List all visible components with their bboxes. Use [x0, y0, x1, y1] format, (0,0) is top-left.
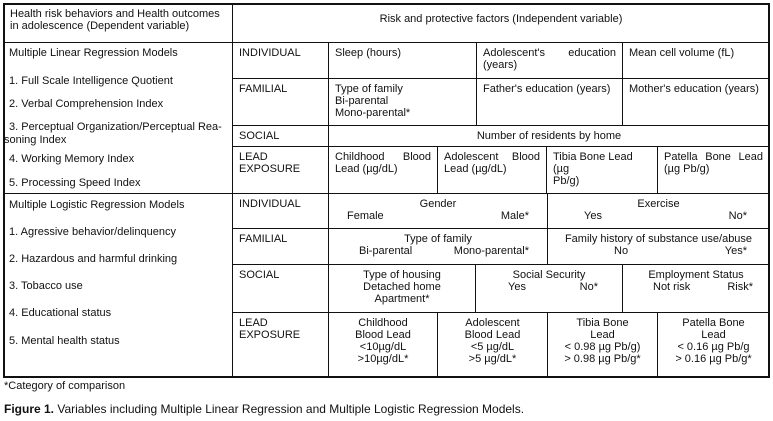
cell-adolescent-blood-lead: Adolescent Blood Lead (µg/dL)	[437, 146, 547, 194]
figure-caption: Figure 1. Variables including Multiple L…	[4, 402, 524, 416]
category-lead-exposure: LEAD EXPOSURE	[232, 146, 329, 194]
cell-childhood-blood-lead: Childhood Blood Lead <10µg/dL >10µg/dL*	[328, 312, 438, 378]
category-social: SOCIAL	[232, 264, 329, 313]
dependent-header: Health risk behaviors and Health outcome…	[3, 3, 233, 43]
cell-adolescent-education: Adolescent's education (years)	[476, 42, 623, 79]
logistic-item: 3. Tobacco use	[9, 280, 83, 292]
cell-tibia-bone-lead: Tibia Bone Lead (µg Pb/g)	[546, 146, 658, 194]
logistic-item: 4. Educational status	[9, 307, 112, 319]
caption-text: Variables including Multiple Linear Regr…	[54, 402, 525, 416]
cell-childhood-blood-lead: Childhood Blood Lead (µg/dL)	[328, 146, 438, 194]
category-familial: FAMILIAL	[232, 78, 329, 126]
linear-item: 5. Processing Speed Index	[9, 177, 141, 189]
linear-title: Multiple Linear Regression Models	[9, 47, 178, 59]
linear-item: 1. Full Scale Intelligence Quotient	[9, 75, 173, 87]
category-individual: INDIVIDUAL	[232, 193, 329, 229]
category-familial: FAMILIAL	[232, 228, 329, 265]
footnote: *Category of comparison	[4, 380, 126, 392]
cell-type-of-family: Type of family Bi-parental Mono-parental*	[328, 228, 548, 265]
cell-gender: Gender Female Male*	[328, 193, 548, 229]
cell-social-security: Social Security Yes No*	[475, 264, 623, 313]
category-individual: INDIVIDUAL	[232, 42, 329, 79]
cell-residents: Number of residents by home	[328, 125, 770, 147]
cell-exercise: Exercise Yes No*	[547, 193, 770, 229]
category-social: SOCIAL	[232, 125, 329, 147]
cell-family-history: Family history of substance use/abuse No Y…	[547, 228, 770, 265]
linear-item: 3. Perceptual Organization/Perceptual Re…	[9, 121, 222, 133]
caption-label: Figure 1.	[4, 402, 55, 416]
cell-employment-status: Employment Status Not risk Risk*	[622, 264, 770, 313]
cell-mother-education: Mother's education (years)	[622, 78, 770, 126]
cell-type-of-family: Type of family Bi-parental Mono-parental*	[328, 78, 477, 126]
cell-adolescent-blood-lead: Adolescent Blood Lead <5 µg/dL >5 µg/dL*	[437, 312, 548, 378]
linear-item: 2. Verbal Comprehension Index	[9, 98, 164, 110]
linear-models-cell	[3, 42, 233, 194]
cell-patella-bone-lead: Patella Bone Lead (µg Pb/g)	[657, 146, 770, 194]
logistic-item: 5. Mental health status	[9, 335, 120, 347]
independent-header: Risk and protective factors (Independent…	[232, 3, 770, 43]
cell-father-education: Father's education (years)	[476, 78, 623, 126]
logistic-item: 1. Agressive behavior/delinquency	[9, 226, 176, 238]
linear-item: 4. Working Memory Index	[9, 153, 135, 165]
cell-tibia-bone-lead: Tibia Bone Lead < 0.98 µg Pb/g) > 0.98 µg P…	[547, 312, 658, 378]
cell-type-of-housing: Type of housing Detached home Apartment*	[328, 264, 476, 313]
cell-sleep: Sleep (hours)	[328, 42, 477, 79]
linear-item: soning Index	[4, 134, 67, 146]
logistic-item: 2. Hazardous and harmful drinking	[9, 253, 178, 265]
cell-mean-cell-volume: Mean cell volume (fL)	[622, 42, 770, 79]
cell-patella-bone-lead: Patella Bone Lead < 0.16 µg Pb/g > 0.16 µg …	[657, 312, 770, 378]
logistic-title: Multiple Logistic Regression Models	[9, 199, 185, 211]
category-lead-exposure: LEAD EXPOSURE	[232, 312, 329, 378]
